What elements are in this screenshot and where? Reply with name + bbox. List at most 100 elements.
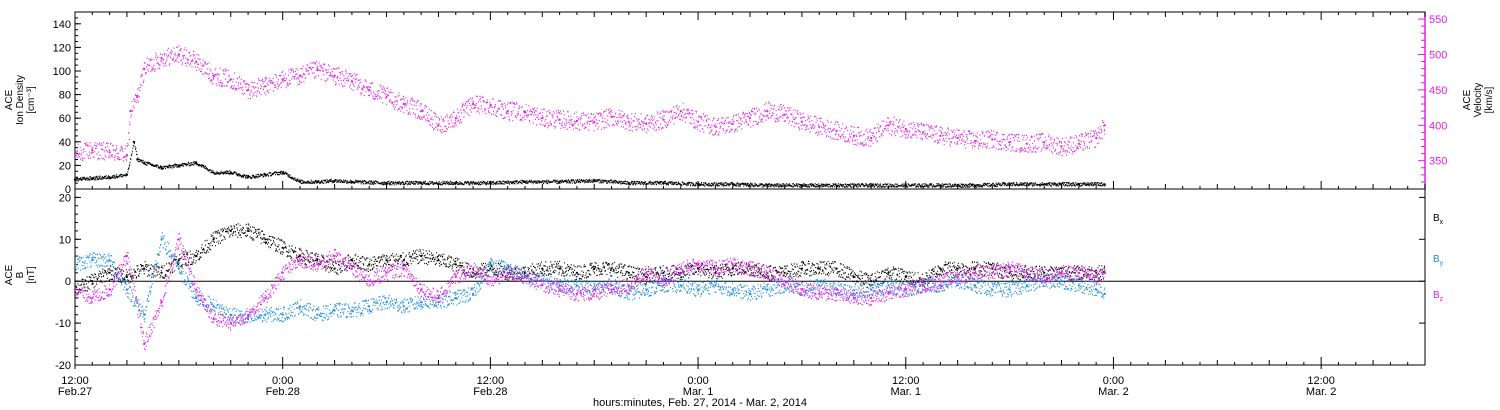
by-point (1008, 288, 1011, 291)
velocity-point (662, 118, 665, 121)
velocity-axis-label-line: ACE (1462, 89, 1473, 110)
density-axis-label-line: ACE (4, 89, 15, 110)
by-point (298, 305, 302, 308)
bx-point (870, 280, 873, 283)
bx-point (160, 271, 163, 274)
bz-point (731, 263, 734, 266)
by-point (316, 313, 319, 316)
bz-point (939, 280, 942, 283)
velocity-point (454, 117, 457, 120)
velocity-point (350, 80, 353, 83)
top-plot-frame (74, 11, 1426, 190)
bz-point (922, 284, 925, 287)
density-axis-label-line: Ion Density (15, 75, 26, 125)
bx-point (420, 254, 423, 258)
velocity-point (887, 124, 890, 127)
velocity-tick-label: 500 (1429, 49, 1447, 61)
bz-point (1043, 275, 1046, 279)
density-axis-label: ACEIon Density[cm⁻³] (4, 75, 37, 125)
by-trace (75, 232, 1106, 324)
density-tick-label: 60 (59, 113, 71, 125)
bz-trace (75, 232, 1106, 351)
density-tick-label: 140 (53, 19, 71, 31)
bz-point (506, 271, 509, 274)
bz-point (870, 296, 873, 300)
bz-point (662, 280, 665, 283)
b-axis-label-line: ACE (4, 264, 15, 285)
bx-point (956, 267, 959, 270)
bx-point (212, 238, 215, 241)
bx-point (541, 267, 544, 270)
b-tick-label: 0 (65, 276, 71, 288)
velocity-point (939, 134, 942, 137)
bz-point (177, 238, 180, 241)
bz-point (610, 288, 613, 291)
bx-point (575, 271, 579, 274)
by-point (368, 305, 371, 308)
b-axis-label-line: [nT] (26, 266, 37, 283)
by-point (697, 288, 700, 291)
x-tick-time: 0:00 (272, 375, 293, 387)
bz-point (766, 271, 769, 274)
by-point (91, 259, 94, 262)
by-point (506, 267, 509, 270)
velocity-tick-label: 450 (1429, 85, 1447, 97)
velocity-point (714, 125, 717, 128)
by-point (731, 288, 734, 291)
legend-bz: Bz (1433, 290, 1444, 303)
bz-point (368, 280, 371, 283)
bz-point (593, 292, 596, 295)
velocity-point (108, 151, 111, 154)
bz-point (1077, 271, 1080, 274)
bz-point (333, 254, 336, 258)
bz-point (1103, 271, 1106, 274)
velocity-tick-label: 550 (1429, 14, 1447, 26)
by-point (818, 284, 821, 287)
density-tick-label: 100 (53, 66, 71, 78)
bx-point (610, 267, 613, 270)
velocity-axis-label-line: Velocity (1473, 83, 1484, 117)
velocity-point (333, 74, 336, 77)
by-point (143, 313, 146, 316)
x-tick-date: Mar. 1 (683, 386, 714, 398)
bz-point (420, 288, 423, 291)
x-tick-date: Mar. 2 (1098, 386, 1129, 398)
by-point (575, 284, 579, 287)
bz-point (852, 296, 855, 300)
legend-sub: x (1440, 219, 1444, 226)
velocity-point (385, 95, 388, 99)
bx-point (437, 259, 440, 262)
bz-point (800, 288, 804, 291)
bx-trace (75, 223, 1106, 295)
bx-point (887, 271, 890, 274)
velocity-point (904, 127, 907, 130)
x-tick-time: 0:00 (1103, 375, 1124, 387)
x-tick-date: Feb.28 (266, 386, 300, 398)
by-point (73, 263, 77, 266)
x-tick-time: 12:00 (477, 375, 505, 387)
bz-point (143, 342, 146, 346)
bx-point (247, 229, 250, 232)
velocity-point (800, 120, 804, 123)
bz-point (385, 271, 388, 274)
b-axis-label: ACEB[nT] (4, 264, 37, 285)
density-tick-label: 120 (53, 42, 71, 54)
bz-point (991, 271, 994, 274)
bz-point (1095, 275, 1098, 279)
density-tick-label: 20 (59, 160, 71, 172)
x-tick-time: 12:00 (1307, 375, 1335, 387)
velocity-tick-label: 350 (1429, 156, 1447, 168)
x-tick-time: 12:00 (61, 375, 89, 387)
b-tick-label: 20 (59, 192, 71, 204)
x-tick-date: Mar. 1 (890, 386, 921, 398)
x-tick-time: 0:00 (687, 375, 708, 387)
bx-point (818, 267, 821, 270)
velocity-point (125, 153, 128, 157)
by-point (956, 280, 959, 283)
b-tick-label: 10 (59, 234, 71, 246)
velocity-point (1008, 141, 1011, 144)
density-axis-label-line: [cm⁻³] (26, 86, 37, 114)
by-point (1077, 284, 1080, 287)
by-point (402, 305, 405, 308)
velocity-point (922, 131, 925, 134)
